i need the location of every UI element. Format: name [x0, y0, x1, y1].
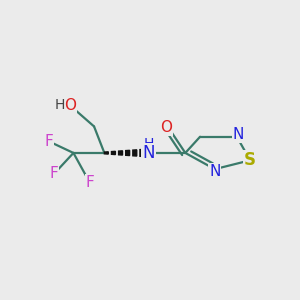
Text: S: S: [244, 151, 256, 169]
Text: N: N: [209, 164, 220, 179]
Polygon shape: [118, 151, 122, 155]
Text: N: N: [142, 144, 155, 162]
Text: H: H: [55, 98, 65, 112]
Polygon shape: [140, 149, 144, 157]
Text: F: F: [85, 175, 94, 190]
Text: O: O: [64, 98, 76, 113]
Text: F: F: [50, 166, 59, 181]
Polygon shape: [104, 152, 108, 154]
Text: F: F: [44, 134, 53, 149]
Text: N: N: [232, 127, 244, 142]
Polygon shape: [112, 151, 116, 154]
Text: H: H: [143, 136, 154, 151]
Text: O: O: [160, 120, 172, 135]
Polygon shape: [126, 150, 130, 156]
Polygon shape: [133, 150, 137, 156]
